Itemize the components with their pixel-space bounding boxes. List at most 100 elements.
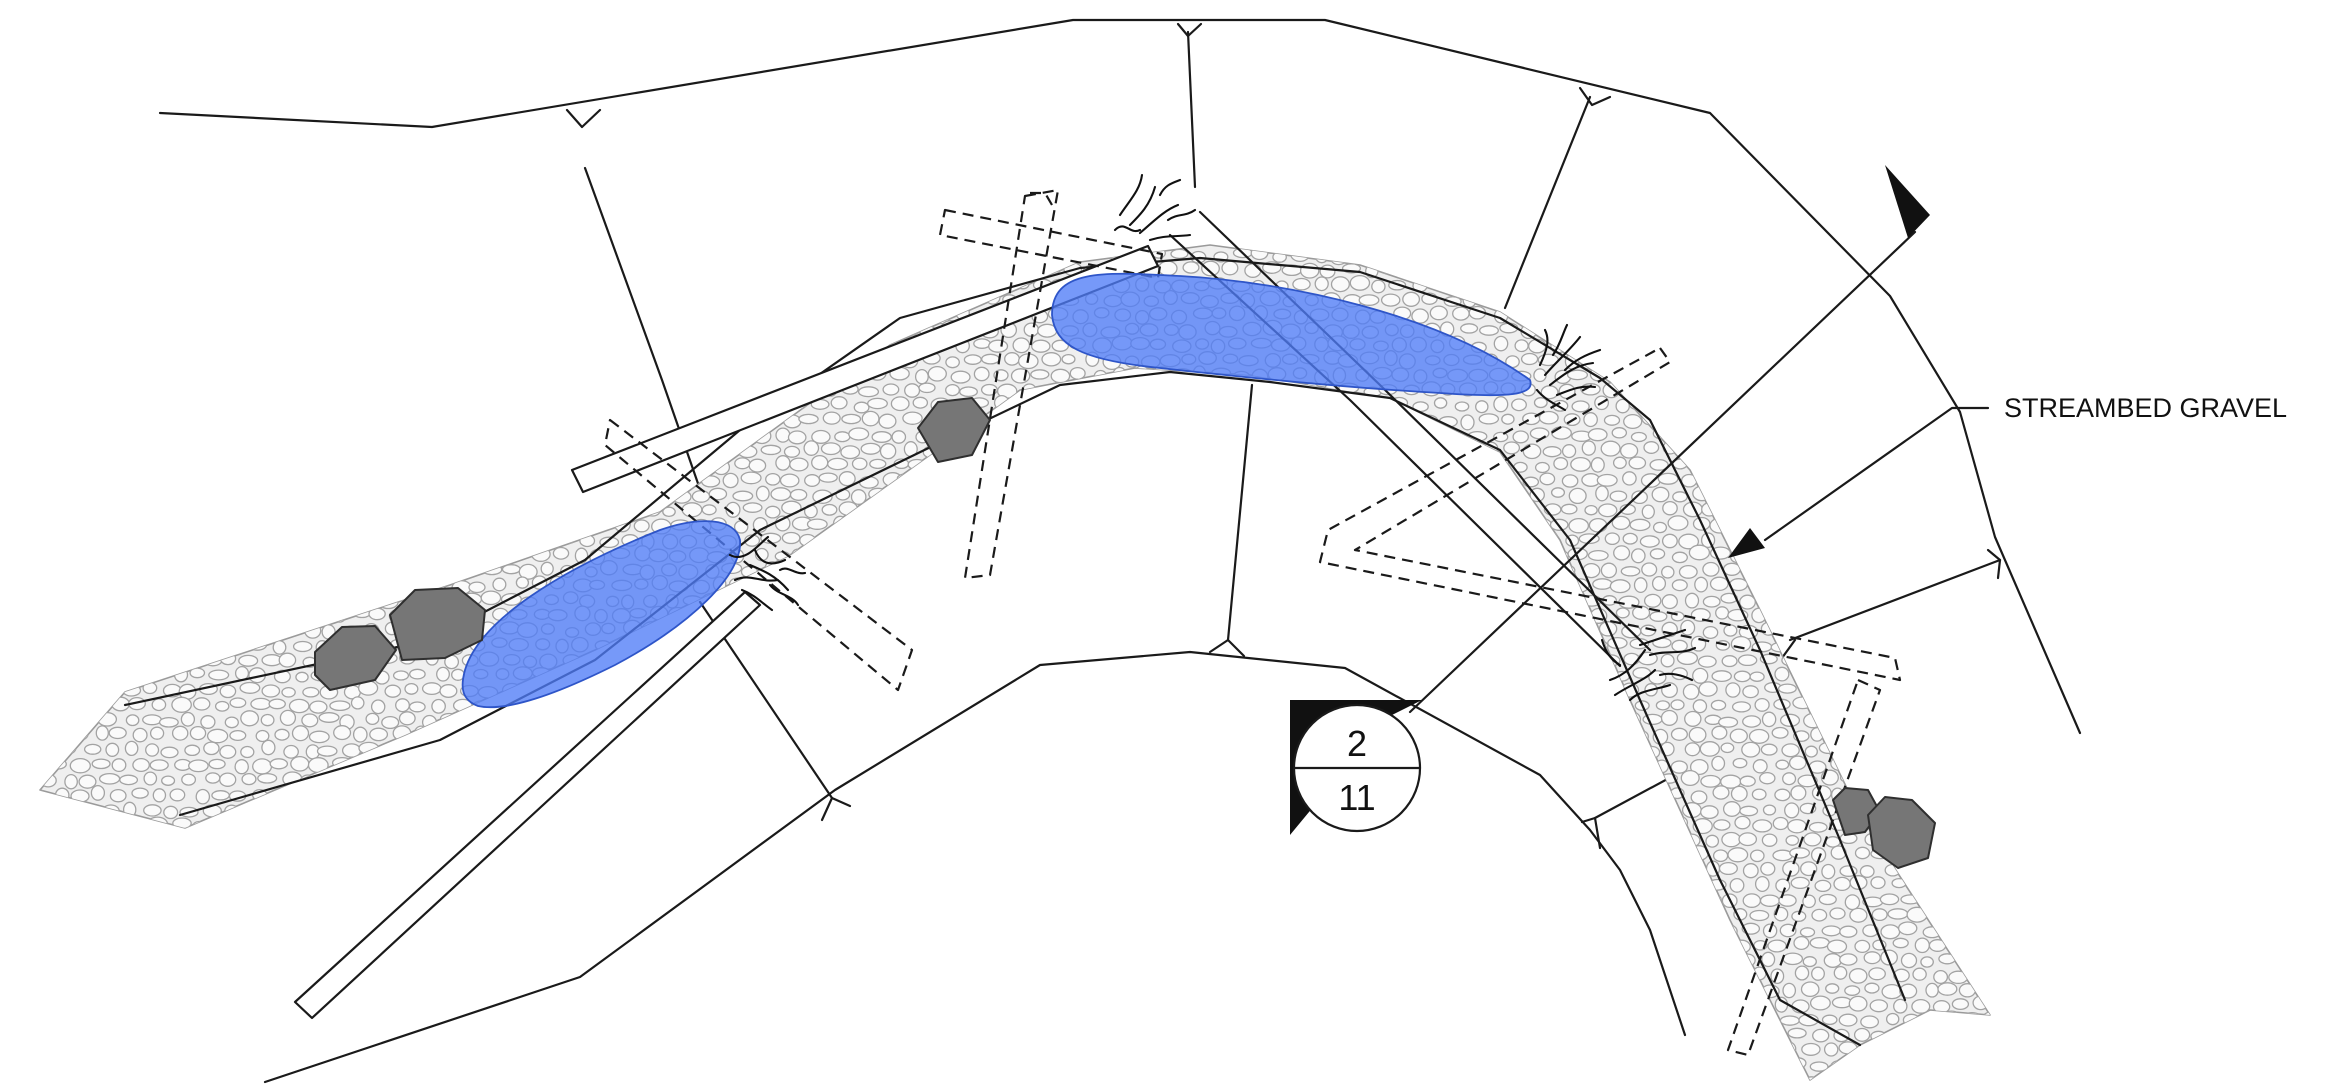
gravel-pebble (218, 920, 237, 937)
gravel-pebble (671, 875, 691, 891)
gravel-pebble (1808, 821, 1828, 833)
gravel-pebble (1591, 790, 1607, 804)
gravel-pebble (1942, 770, 1963, 785)
gravel-pebble (1251, 875, 1269, 892)
gravel-pebble (40, 534, 42, 549)
gravel-pebble (179, 923, 198, 939)
gravel-pebble (902, 535, 922, 549)
gravel-pebble (215, 338, 230, 353)
gravel-pebble (1130, 971, 1147, 984)
gravel-pebble (1362, 470, 1379, 487)
gravel-pebble (195, 788, 211, 805)
gravel-pebble (182, 443, 199, 459)
gravel-pebble (262, 381, 279, 396)
gravel-pebble (1960, 802, 1980, 818)
gravel-pebble (1638, 289, 1658, 306)
gravel-pebble (1774, 788, 1791, 802)
gravel-pebble (1134, 397, 1150, 414)
gravel-pebble (1080, 590, 1095, 607)
gravel-pebble (1394, 427, 1410, 442)
gravel-pebble (181, 773, 197, 786)
gravel-pebble (381, 411, 402, 427)
gravel-pebble (712, 966, 730, 983)
gravel-pebble (433, 907, 452, 921)
gravel-pebble (319, 444, 337, 457)
gravel-pebble (1414, 816, 1431, 833)
gravel-pebble (1031, 911, 1050, 923)
gravel-pebble (1020, 245, 1037, 246)
gravel-pebble (857, 956, 877, 969)
gravel-pebble (1928, 939, 1947, 952)
gravel-pebble (190, 907, 210, 921)
gravel-pebble (22, 352, 38, 366)
gravel-pebble (1082, 954, 1101, 966)
gravel-pebble (360, 531, 381, 546)
gravel-pebble (1230, 880, 1250, 895)
gravel-pebble (1222, 835, 1243, 849)
gravel-pebble (1374, 636, 1389, 651)
gravel-pebble (733, 907, 751, 918)
gravel-pebble (1911, 249, 1928, 261)
gravel-pebble (74, 457, 89, 473)
gravel-pebble (311, 579, 325, 594)
gravel-pebble (927, 575, 949, 591)
gravel-pebble (530, 969, 544, 980)
gravel-pebble (1072, 816, 1089, 832)
gravel-pebble (1599, 834, 1618, 847)
gravel-pebble (1561, 864, 1578, 880)
gravel-pebble (45, 652, 60, 664)
gravel-pebble (841, 413, 862, 425)
gravel-pebble (749, 695, 765, 711)
gravel-pebble (40, 699, 50, 712)
gravel-pebble (1583, 655, 1601, 667)
gravel-pebble (147, 340, 167, 354)
gravel-pebble (1971, 580, 1986, 595)
gravel-pebble (779, 323, 796, 338)
gravel-pebble (1111, 786, 1130, 800)
gravel-pebble (580, 353, 596, 365)
gravel-pebble (1328, 880, 1348, 891)
gravel-pebble (1151, 520, 1173, 533)
gravel-pebble (572, 940, 593, 953)
gravel-pebble (218, 832, 237, 848)
gravel-pebble (1413, 726, 1431, 742)
gravel-pebble (40, 964, 50, 981)
gravel-pebble (1836, 532, 1859, 546)
gravel-pebble (1942, 412, 1960, 428)
gravel-pebble (83, 352, 101, 370)
gravel-pebble (1281, 623, 1302, 639)
gravel-pebble (220, 563, 237, 577)
gravel-pebble (1988, 248, 1990, 260)
gravel-pebble (1224, 896, 1242, 909)
gravel-pebble (652, 728, 668, 740)
gravel-pebble (373, 425, 389, 441)
gravel-pebble (954, 486, 970, 504)
gravel-pebble (1274, 966, 1290, 984)
gravel-pebble (1900, 714, 1918, 728)
gravel-pebble (481, 954, 502, 968)
gravel-pebble (308, 938, 329, 951)
gravel-pebble (961, 622, 979, 634)
gravel-pebble (1132, 730, 1150, 743)
gravel-pebble (1229, 398, 1246, 410)
gravel-pebble (837, 323, 859, 336)
gravel-pebble (301, 322, 320, 336)
gravel-pebble (1459, 624, 1476, 639)
gravel-pebble (1242, 535, 1262, 547)
gravel-pebble (227, 966, 247, 980)
gravel-pebble (783, 291, 800, 306)
gravel-pebble (1289, 850, 1306, 862)
gravel-pebble (1512, 876, 1533, 890)
gravel-pebble (889, 278, 907, 290)
gravel-pebble (1330, 276, 1350, 293)
gravel-pebble (1222, 713, 1242, 730)
gravel-pebble (350, 277, 365, 292)
gravel-pebble (1302, 563, 1319, 578)
gravel-pebble (211, 428, 230, 441)
gravel-pebble (1712, 785, 1730, 800)
gravel-pebble (160, 444, 179, 460)
gravel-pebble (973, 366, 990, 382)
gravel-pebble (887, 848, 907, 860)
gravel-pebble (299, 955, 317, 967)
gravel-pebble (500, 245, 519, 249)
